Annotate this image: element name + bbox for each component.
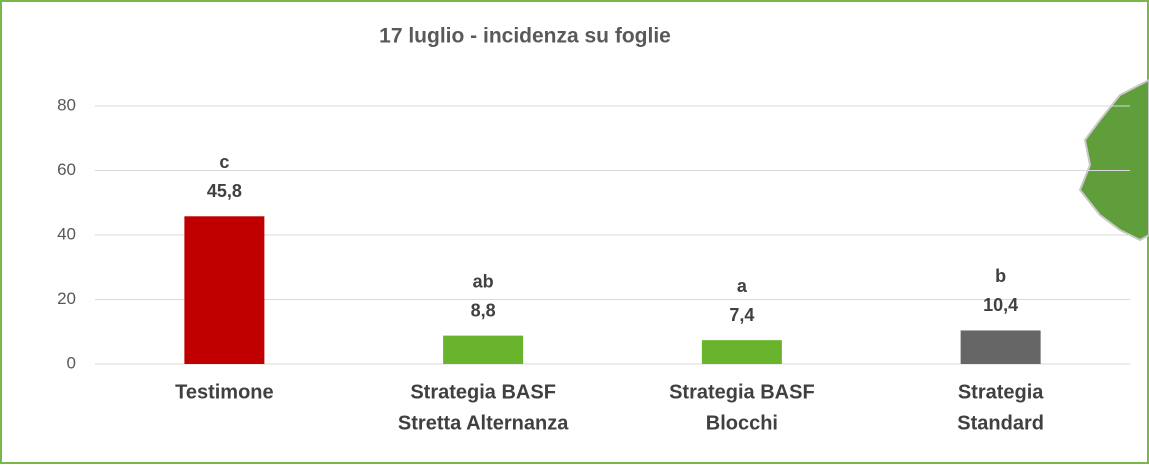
x-tick-label: Strategia	[958, 381, 1044, 403]
y-tick-label: 0	[67, 353, 76, 372]
y-tick-label: 20	[57, 289, 76, 308]
bar	[960, 330, 1041, 364]
y-tick-label: 80	[57, 95, 76, 114]
annotation: b	[995, 266, 1006, 286]
annotation: ab	[473, 271, 494, 291]
x-tick-label: Testimone	[175, 381, 274, 403]
bar	[184, 216, 265, 364]
bar	[701, 340, 782, 364]
bar	[443, 335, 524, 364]
value-label: 7,4	[729, 305, 754, 325]
value-label: 10,4	[983, 295, 1018, 315]
x-tick-label: Strategia BASF	[669, 381, 815, 403]
annotation: c	[219, 152, 229, 172]
leaf-decoration	[1078, 78, 1149, 242]
x-tick-label: Stretta Alternanza	[398, 412, 569, 434]
y-tick-label: 60	[57, 160, 76, 179]
annotation: a	[737, 276, 748, 296]
value-label: 8,8	[471, 300, 496, 320]
x-tick-label: Blocchi	[706, 412, 778, 434]
x-tick-label: Standard	[957, 412, 1044, 434]
y-tick-label: 40	[57, 224, 76, 243]
value-label: 45,8	[207, 181, 242, 201]
chart-title: 17 luglio - incidenza su foglie	[379, 25, 671, 48]
x-tick-label: Strategia BASF	[410, 381, 556, 403]
